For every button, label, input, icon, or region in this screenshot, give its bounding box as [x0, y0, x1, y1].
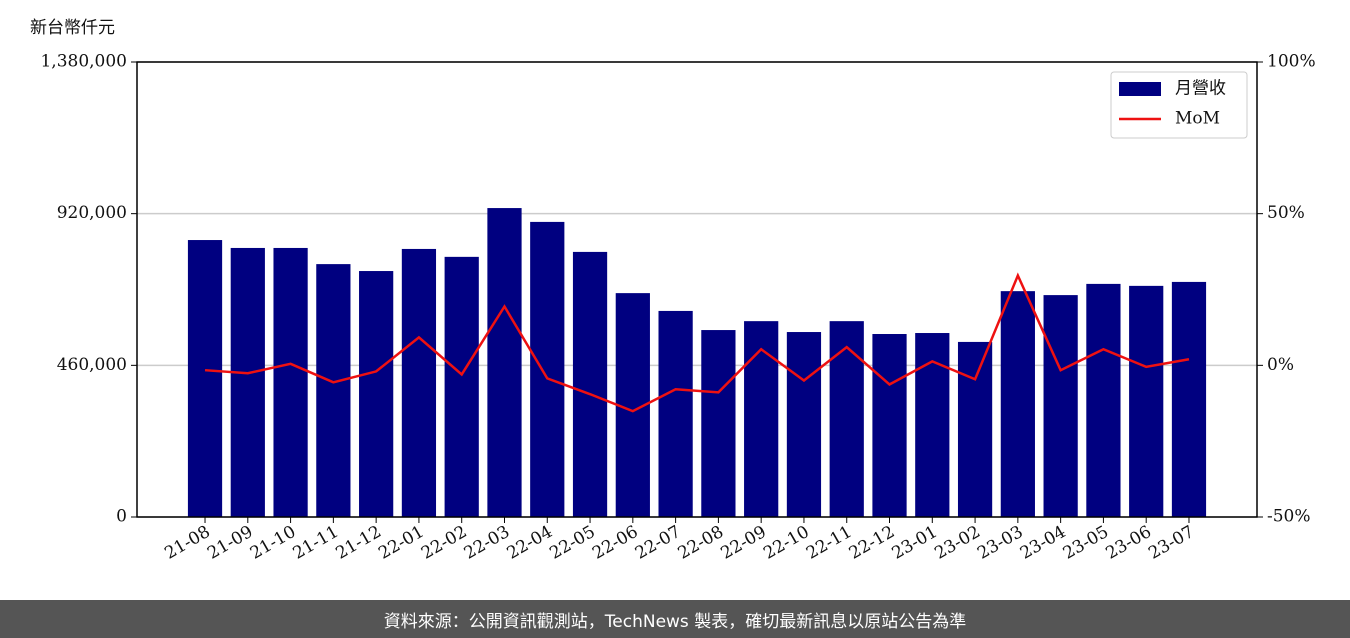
bar: [915, 333, 950, 517]
y2-tick-label: 100%: [1267, 52, 1316, 72]
y-axis-label: 新台幣仟元: [30, 18, 115, 38]
bar: [1086, 283, 1121, 517]
x-tick-label: 22-02: [418, 522, 470, 564]
legend-label: 月營收: [1175, 79, 1226, 99]
y2-tick-label: 0%: [1267, 355, 1294, 375]
bar: [530, 221, 565, 517]
bar: [701, 330, 736, 517]
bar: [1129, 285, 1164, 517]
bar: [872, 334, 907, 517]
plot-frame: [136, 61, 1258, 518]
legend: 月營收 MoM: [1110, 71, 1248, 139]
legend-swatch: [1119, 82, 1161, 96]
bar: [786, 332, 822, 517]
bar: [316, 264, 351, 517]
bar: [1171, 281, 1207, 517]
bar: [230, 247, 265, 517]
bar: [401, 248, 437, 517]
x-tick-label: 21-10: [247, 522, 299, 564]
y-tick-label: 1,380,000: [40, 52, 127, 72]
legend-label: MoM: [1175, 109, 1220, 129]
line: [204, 272, 1190, 413]
source-note: 資料來源：公開資訊觀測站，TechNews 製表，確切最新訊息以原站公告為準: [0, 600, 1350, 638]
x-tick-label: 21-09: [204, 522, 256, 564]
x-tick-label: 21-08: [161, 522, 213, 564]
x-tick-label: 22-03: [461, 522, 513, 564]
bar: [744, 321, 779, 517]
x-tick-label: 21-12: [332, 522, 384, 564]
x-tick-label: 22-09: [717, 522, 769, 564]
y-tick-label: 920,000: [57, 203, 127, 223]
x-tick-label: 22-12: [846, 522, 898, 564]
bar: [572, 251, 608, 518]
y2-tick-label: -50%: [1267, 507, 1311, 527]
bar: [1000, 291, 1035, 517]
y-tick-label: 460,000: [57, 355, 127, 375]
bar: [273, 247, 308, 517]
x-tick-label: 23-05: [1060, 522, 1112, 564]
bar: [658, 310, 693, 517]
bar: [187, 240, 223, 518]
bar: [359, 271, 394, 517]
bar: [487, 208, 522, 518]
x-tick-label: 22-05: [546, 522, 598, 564]
x-tick-label: 23-07: [1145, 522, 1197, 564]
x-tick-label: 22-06: [589, 522, 641, 564]
bar: [1043, 295, 1078, 517]
x-tick-label: 23-04: [1017, 522, 1069, 564]
x-tick-label: 23-03: [974, 522, 1026, 564]
x-tick-label: 22-07: [632, 522, 684, 564]
bar: [829, 321, 864, 517]
bar: [957, 341, 993, 517]
x-tick-label: 22-01: [375, 522, 427, 564]
x-tick-label: 21-11: [290, 522, 342, 564]
x-tick-label: 23-01: [889, 522, 941, 564]
y2-tick-label: 50%: [1267, 203, 1305, 223]
x-tick-label: 22-11: [803, 522, 855, 564]
x-tick-label: 22-04: [504, 522, 556, 564]
x-tick-label: 22-10: [760, 522, 812, 564]
bar: [444, 256, 479, 517]
y-tick-label: 0: [116, 507, 127, 527]
chart: 新台幣仟元 0 460,000 920,000 1,380,000 -50% 0% 50% 1…: [30, 18, 1316, 564]
x-tick-label: 22-08: [675, 522, 727, 564]
x-tick-label: 23-02: [931, 522, 983, 564]
x-tick-label: 23-06: [1102, 522, 1154, 564]
